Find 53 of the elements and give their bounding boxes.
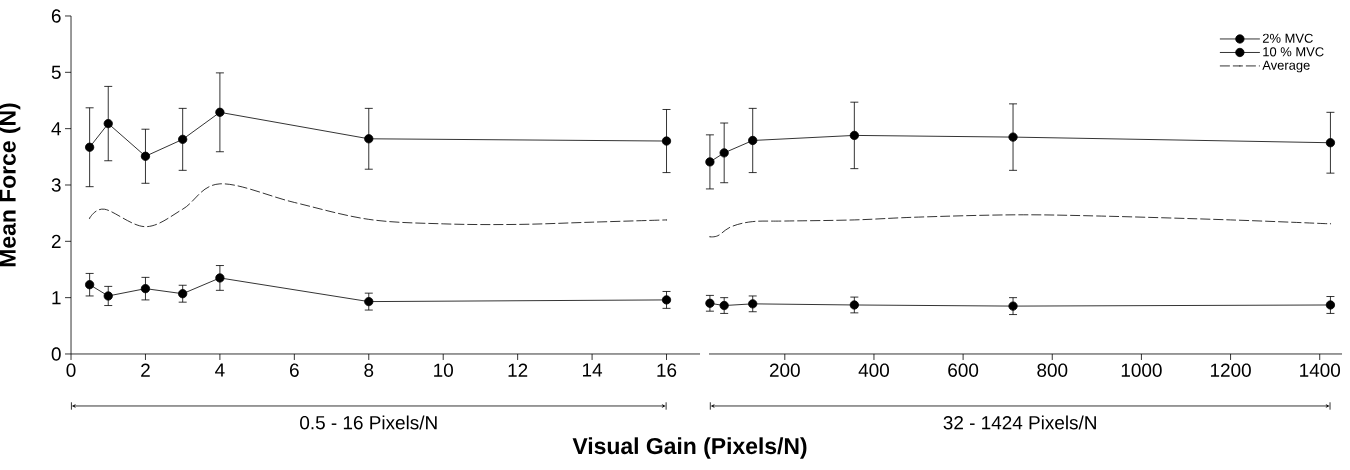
point — [1008, 301, 1018, 311]
point — [1008, 132, 1018, 142]
point — [364, 134, 374, 144]
point — [661, 136, 672, 146]
x-tick-label: 16 — [657, 363, 677, 377]
point — [103, 291, 113, 301]
x-tick-label: 1400 — [1300, 363, 1341, 377]
point — [748, 135, 758, 146]
y-tick-label: 2 — [51, 234, 61, 248]
point — [85, 142, 95, 152]
x-tick-label: 600 — [948, 363, 979, 377]
point — [215, 107, 225, 117]
x-tick-label: 200 — [769, 363, 800, 377]
point — [849, 130, 859, 141]
x-tick-label: 0 — [66, 363, 76, 377]
legend-label: 10 % MVC — [1263, 47, 1324, 57]
point — [661, 295, 672, 305]
x-tick-label: 10 — [434, 363, 453, 377]
x-tick-label: 12 — [508, 363, 528, 377]
point — [85, 280, 95, 290]
point — [705, 157, 715, 167]
y-tick-label: 5 — [51, 65, 61, 79]
x-tick-label: 400 — [858, 363, 889, 377]
x-tick-label: 6 — [290, 363, 299, 377]
point — [719, 148, 729, 158]
y-tick-label: 1 — [52, 291, 61, 305]
y-tick-label: 0 — [51, 347, 61, 361]
y-tick-label: 6 — [51, 9, 61, 23]
x-tick-label: 800 — [1037, 363, 1068, 377]
x-axis-title: Visual Gain (Pixels/N) — [572, 437, 807, 459]
x-tick-label: 2 — [141, 363, 150, 377]
text: 32 - 1424 Pixels/N — [943, 415, 1096, 430]
point — [1325, 138, 1336, 148]
point — [140, 284, 151, 294]
x-tick-label: 14 — [582, 363, 603, 377]
point — [364, 296, 374, 307]
text: 0.5 - 16 Pixels/N — [300, 415, 437, 430]
point — [1325, 300, 1336, 310]
point — [849, 300, 859, 310]
point — [215, 273, 225, 283]
point — [140, 151, 151, 161]
point — [748, 299, 758, 309]
point — [178, 289, 188, 299]
x-tick-label: 1200 — [1210, 363, 1251, 377]
x-tick-label: 1000 — [1121, 363, 1162, 377]
legend-label: 2% MVC — [1262, 33, 1313, 43]
point — [103, 118, 113, 129]
x-tick-label: 8 — [364, 363, 374, 377]
y-tick-label: 3 — [51, 178, 61, 192]
legend-label: Average — [1262, 60, 1310, 73]
y-tick-label: 4 — [51, 122, 61, 136]
x-tick-label: 4 — [215, 363, 225, 377]
point — [178, 134, 188, 144]
